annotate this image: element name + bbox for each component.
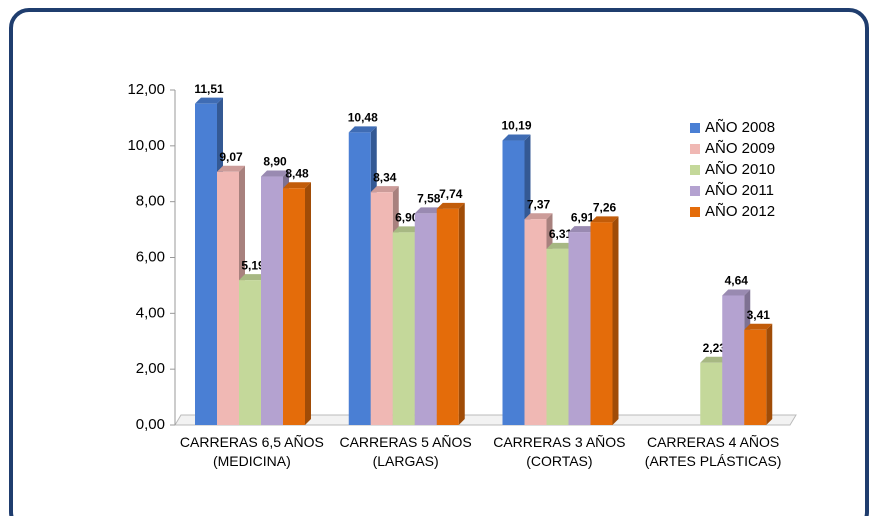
bar: [239, 280, 261, 425]
bar-top: [722, 289, 751, 296]
bar: [744, 329, 767, 425]
bar-side: [305, 182, 311, 425]
bar: [370, 192, 393, 425]
bar-top: [261, 170, 289, 177]
bar: [348, 132, 371, 425]
bar-top: [524, 213, 553, 220]
bar: [590, 222, 613, 425]
data-label: 3,41: [747, 308, 771, 322]
data-label: 7,37: [527, 197, 551, 211]
bar: [700, 362, 723, 425]
bar-top: [700, 356, 729, 363]
bar-top: [590, 216, 619, 223]
y-tick-label: 2,00: [136, 360, 165, 377]
bar-top: [744, 323, 773, 330]
bar-side: [766, 323, 773, 425]
bar-top: [195, 97, 223, 104]
y-tick-label: 10,00: [127, 137, 165, 154]
bar-top: [283, 182, 311, 189]
legend-swatch: [690, 123, 700, 133]
bar: [722, 295, 745, 425]
bar: [524, 219, 547, 425]
bar-top: [568, 226, 597, 233]
legend-label: AÑO 2009: [705, 140, 775, 157]
bar-top: [414, 207, 443, 214]
data-label: 8,48: [285, 166, 309, 180]
bar: [195, 103, 217, 425]
y-tick-label: 4,00: [136, 304, 165, 321]
legend-swatch: [690, 165, 700, 175]
data-label: 6,90: [395, 211, 419, 225]
bar-top: [546, 242, 575, 249]
bar: [283, 188, 305, 425]
legend-label: AÑO 2010: [705, 161, 775, 178]
bar: [546, 248, 569, 425]
bar: [436, 208, 459, 425]
bar-top: [370, 186, 399, 193]
bar-side: [612, 216, 619, 425]
data-label: 6,91: [571, 210, 595, 224]
bar-top: [392, 226, 421, 233]
data-label: 10,19: [501, 119, 531, 133]
legend-swatch: [690, 186, 700, 196]
x-tick-label: CARRERAS 6,5 AÑOS (MEDICINA): [179, 434, 324, 469]
bar: [568, 232, 591, 425]
x-tick-label: CARRERAS 3 AÑOS (CORTAS): [493, 434, 626, 469]
legend-label: AÑO 2008: [705, 119, 775, 136]
y-tick-label: 6,00: [136, 248, 165, 265]
bar-top: [502, 134, 531, 141]
x-tick-label: CARRERAS 4 AÑOS (ARTES PLÁSTICAS): [644, 434, 782, 469]
data-label: 5,19: [241, 258, 265, 272]
y-tick-label: 0,00: [136, 416, 165, 433]
data-label: 7,58: [417, 192, 441, 206]
bar: [392, 232, 415, 425]
bar-side: [458, 202, 465, 425]
data-label: 11,51: [194, 82, 224, 96]
data-label: 4,64: [725, 274, 749, 288]
bar-top: [436, 202, 465, 209]
bar-top: [348, 126, 377, 133]
data-label: 9,07: [219, 150, 243, 164]
legend-label: AÑO 2011: [705, 182, 774, 199]
data-label: 8,90: [263, 155, 287, 169]
bar-top: [217, 165, 245, 172]
bar-top: [239, 274, 267, 281]
bar: [261, 176, 283, 425]
y-tick-label: 12,00: [127, 81, 165, 98]
data-label: 6,31: [549, 227, 573, 241]
data-label: 7,26: [593, 200, 617, 214]
legend-swatch: [690, 144, 700, 154]
data-label: 8,34: [373, 170, 397, 184]
x-tick-label: CARRERAS 5 AÑOS (LARGAS): [339, 434, 472, 469]
legend-swatch: [690, 207, 700, 217]
data-label: 10,48: [348, 111, 378, 125]
bar: [217, 171, 239, 425]
data-label: 7,74: [439, 187, 463, 201]
bar: [414, 213, 437, 425]
data-label: 2,23: [703, 341, 727, 355]
y-tick-label: 8,00: [136, 193, 165, 210]
legend-label: AÑO 2012: [705, 203, 775, 220]
bar: [502, 140, 525, 425]
